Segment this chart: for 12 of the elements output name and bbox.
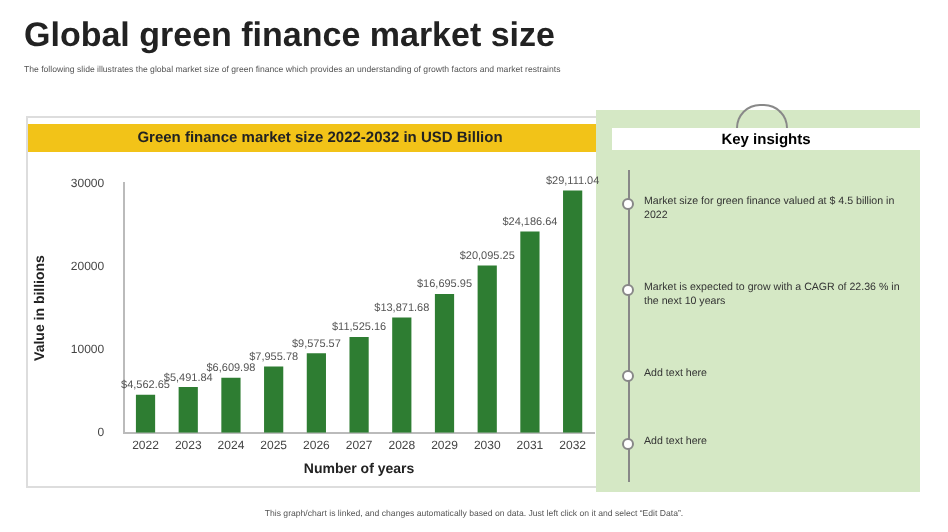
bar: [264, 366, 284, 433]
bar: [135, 394, 156, 433]
bar: [477, 265, 497, 433]
bar: [563, 190, 583, 433]
bar: [520, 231, 540, 433]
bar: [178, 387, 198, 433]
bar: [306, 353, 326, 433]
bar: [221, 377, 241, 433]
bar: [349, 336, 369, 433]
chart-title: Global green finance market size: [24, 16, 555, 56]
bar: [434, 293, 455, 433]
bar: [392, 317, 412, 433]
